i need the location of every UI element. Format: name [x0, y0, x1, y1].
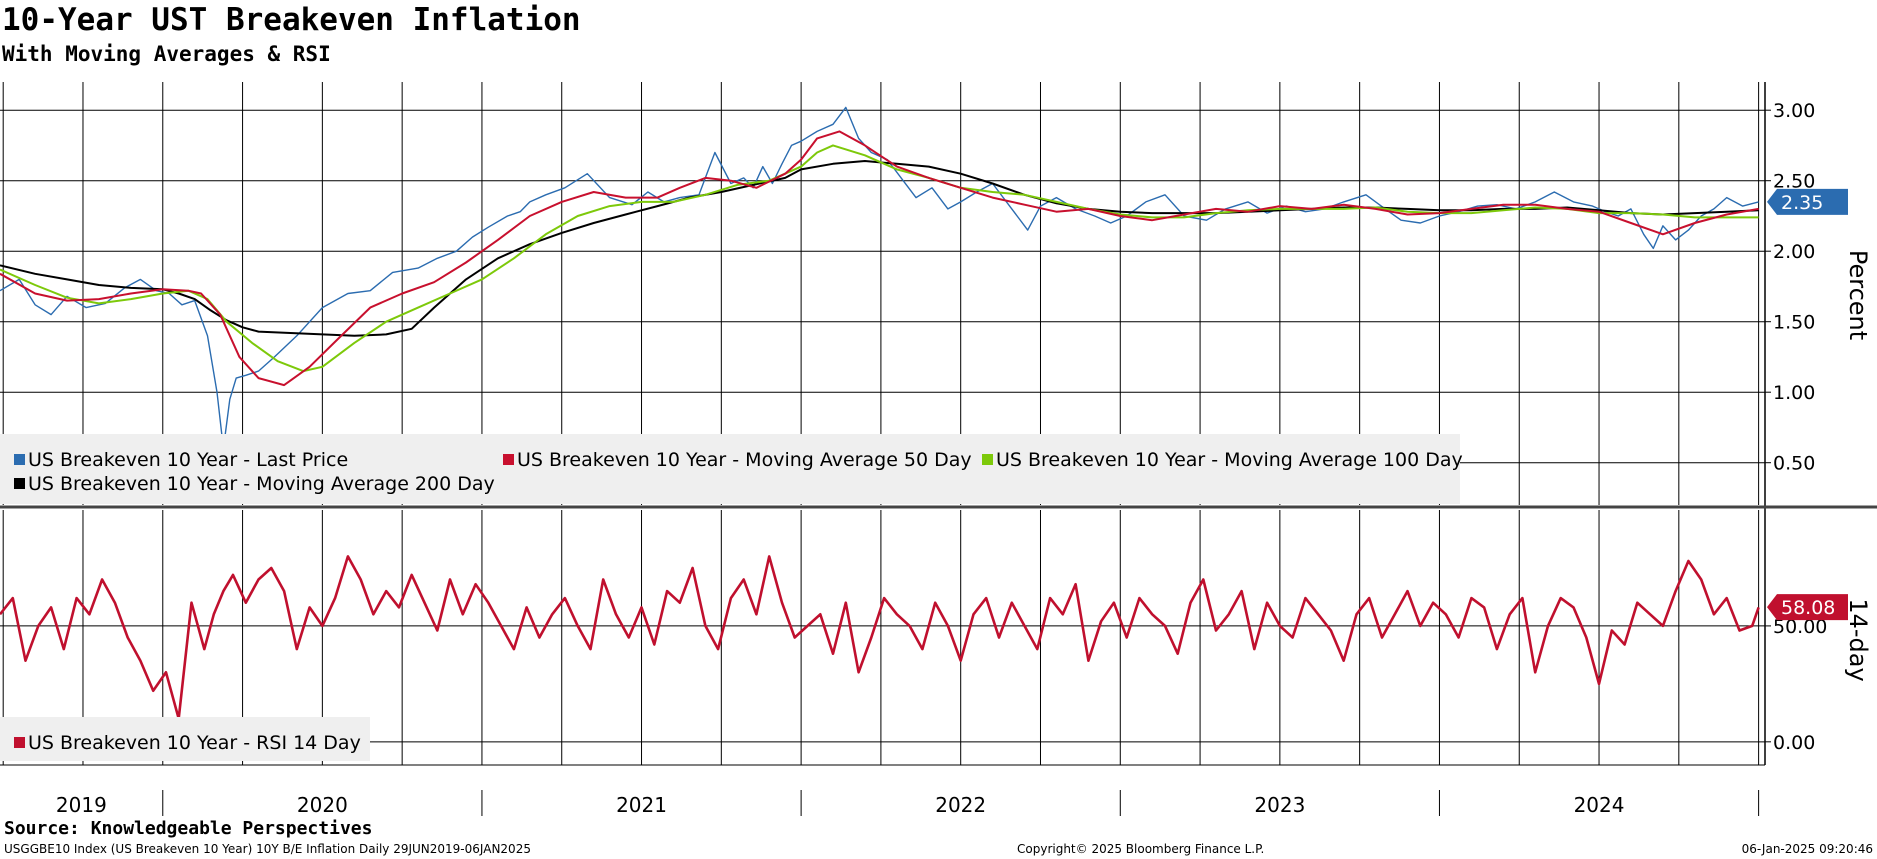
source-note: Source: Knowledgeable Perspectives	[4, 818, 373, 839]
legend-swatch	[982, 454, 993, 465]
x-axis: 2019 2020 2021 2022 2023 2024	[56, 790, 1760, 817]
price-legend-bg	[0, 434, 1460, 504]
y-tick-label: 0.50	[1773, 453, 1815, 475]
ticker-info: USGGBE10 Index (US Breakeven 10 Year) 10…	[4, 842, 531, 856]
y-tick-label: 50.00	[1773, 616, 1827, 638]
y-tick-label: 0.00	[1773, 732, 1815, 754]
x-tick-label: 2020	[297, 793, 348, 817]
rsi-last-tag-bg	[1767, 594, 1848, 621]
series-line-ma50	[0, 130, 1759, 387]
x-tick-label: 2019	[56, 793, 107, 817]
copyright: Copyright© 2025 Bloomberg Finance L.P.	[1017, 842, 1265, 856]
y-tick-label: 1.50	[1773, 312, 1815, 334]
legend-entry: US Breakeven 10 Year - RSI 14 Day	[28, 732, 361, 754]
y-tick-label: 3.00	[1773, 100, 1815, 122]
series-line-ma200	[0, 160, 1759, 337]
rsi-legend: US Breakeven 10 Year - RSI 14 Day	[0, 717, 370, 761]
rsi-last-tag-text: 58.08	[1781, 597, 1835, 619]
x-tick-label: 2022	[935, 793, 986, 817]
x-tick-label: 2021	[616, 793, 667, 817]
x-tick-label: 2023	[1254, 793, 1305, 817]
timestamp: 06-Jan-2025 09:20:46	[1741, 842, 1873, 856]
legend-entry: US Breakeven 10 Year - Last Price	[28, 449, 348, 471]
vertical-gridlines	[2, 82, 1760, 765]
y-axis-title-rsi: 14-day	[1844, 598, 1872, 681]
y-tick-label: 2.50	[1773, 171, 1815, 193]
legend-entry: US Breakeven 10 Year - Moving Average 50…	[517, 449, 972, 471]
chart-subtitle: With Moving Averages & RSI	[2, 42, 331, 66]
last-price-tag-text: 2.35	[1781, 192, 1823, 214]
chart-title: 10-Year UST Breakeven Inflation	[2, 2, 581, 38]
y-tick-label: 2.00	[1773, 241, 1815, 263]
legend-swatch	[14, 478, 25, 489]
rsi-last-tag: 58.08	[1767, 594, 1848, 621]
rsi-legend-bg	[0, 717, 370, 761]
last-price-tag: 2.35	[1767, 188, 1848, 215]
series-line-ma100	[0, 144, 1759, 373]
price-legend: US Breakeven 10 Year - Last Price US Brea…	[0, 434, 1463, 504]
legend-swatch	[14, 454, 25, 465]
y-axis-title-price: Percent	[1844, 250, 1872, 340]
series-line-rsi	[0, 555, 1760, 720]
y-axis: 0.00 50.00	[0, 616, 1827, 754]
legend-entry: US Breakeven 10 Year - Moving Average 10…	[996, 449, 1463, 471]
last-price-tag-bg	[1767, 188, 1848, 215]
legend-swatch	[503, 454, 514, 465]
y-axis: 0.50 1.00 1.50 2.00 2.50 3.00	[0, 100, 1815, 475]
legend-swatch	[14, 737, 25, 748]
legend-entry: US Breakeven 10 Year - Moving Average 20…	[28, 473, 495, 495]
series-line-last-price	[0, 106, 1759, 450]
y-tick-label: 1.00	[1773, 382, 1815, 404]
x-tick-label: 2024	[1574, 793, 1625, 817]
